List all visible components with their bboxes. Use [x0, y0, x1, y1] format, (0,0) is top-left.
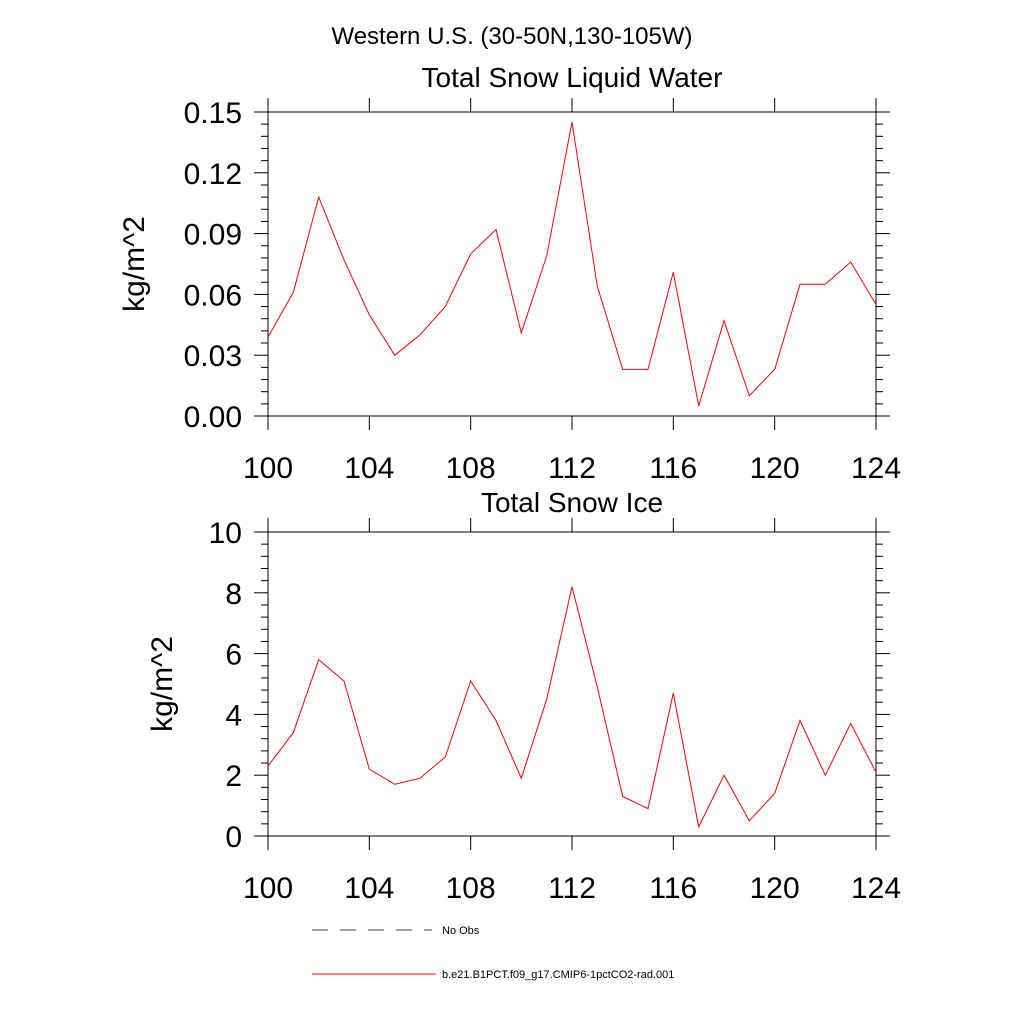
panel-snow-liquid-water: Total Snow Liquid Water 100 104 108 112 116 12… [118, 62, 901, 485]
x-tick-label: 108 [446, 452, 496, 485]
x-tick-label: 104 [344, 452, 394, 485]
legend-label-model: b.e21.B1PCT.f09_g17.CMIP6-1pctCO2-rad.00… [442, 969, 674, 981]
chart-title: Total Snow Liquid Water [422, 62, 723, 93]
y-tick-label: 0.03 [184, 340, 242, 373]
x-tick-label: 100 [243, 872, 293, 905]
x-tick-label: 120 [750, 872, 800, 905]
x-tick-label: 104 [344, 872, 394, 905]
y-axis-label: kg/m^2 [118, 216, 151, 312]
y-axis-label: kg/m^2 [146, 636, 179, 732]
chart-title: Total Snow Ice [481, 487, 663, 518]
y-tick-label: 0.12 [184, 158, 242, 191]
plot-frame [267, 531, 877, 837]
series-line [267, 122, 877, 407]
y-tick-label: 0.06 [184, 279, 242, 312]
y-tick-label: 0.00 [184, 401, 242, 434]
legend-label-no-obs: No Obs [442, 925, 480, 937]
x-tick-label: 116 [649, 452, 697, 485]
x-tick-label: 116 [649, 872, 697, 905]
x-tick-label: 100 [243, 452, 293, 485]
y-tick-label: 0.15 [184, 97, 242, 130]
panel-snow-ice: Total Snow Ice 100 104 108 112 116 120 124 0 2 4 6 8… [146, 487, 901, 905]
x-tick-label: 120 [750, 452, 800, 485]
y-tick-label: 4 [225, 699, 242, 732]
x-tick-label: 124 [851, 452, 901, 485]
y-tick-label: 2 [225, 760, 242, 793]
x-tick-label: 108 [446, 872, 496, 905]
y-tick-label: 8 [225, 578, 242, 611]
y-tick-label: 6 [225, 639, 242, 672]
x-tick-label: 124 [851, 872, 901, 905]
plot-frame [267, 111, 877, 417]
y-tick-label: 10 [209, 517, 242, 550]
figure-title: Western U.S. (30-50N,130-105W) [331, 23, 692, 50]
x-tick-label: 112 [548, 872, 596, 905]
y-tick-label: 0.09 [184, 219, 242, 252]
y-tick-label: 0 [225, 821, 242, 854]
legend: No Obs b.e21.B1PCT.f09_g17.CMIP6-1pctCO2… [312, 925, 674, 981]
series-line [267, 586, 877, 829]
x-tick-label: 112 [548, 452, 596, 485]
